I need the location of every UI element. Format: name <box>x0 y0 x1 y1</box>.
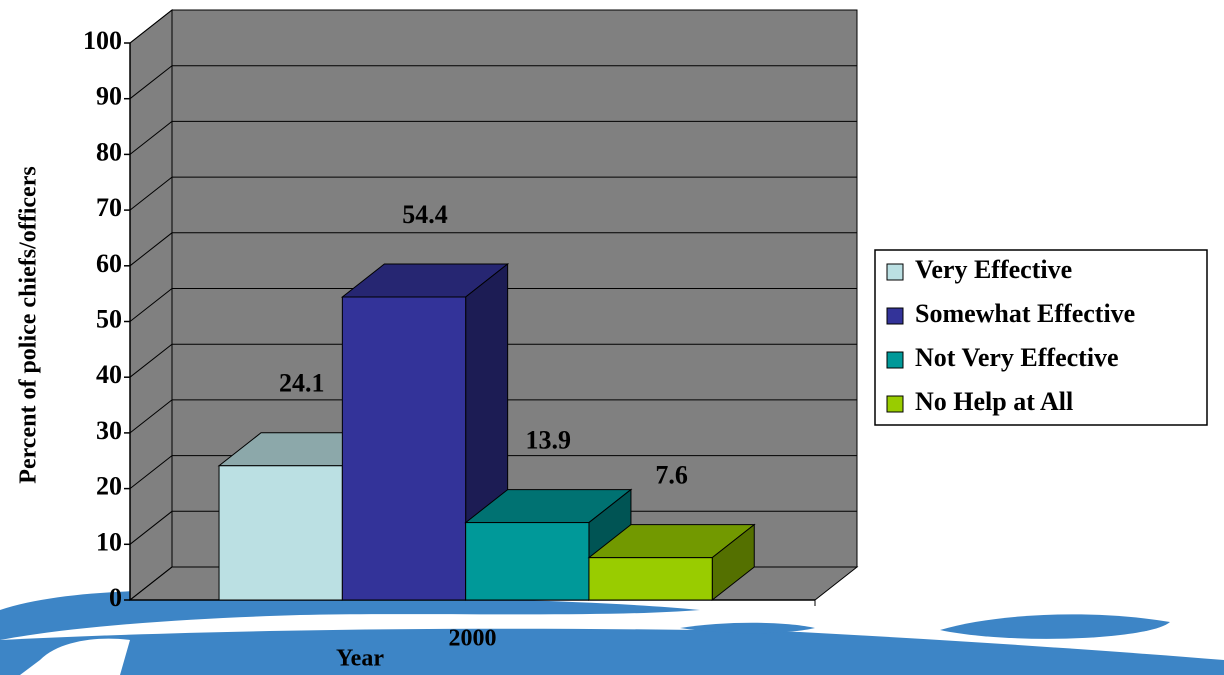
data-label: 24.1 <box>279 369 325 398</box>
y-axis-title: Percent of police chiefs/officers <box>16 166 42 483</box>
grid-line <box>129 176 857 211</box>
legend-swatch <box>886 351 904 369</box>
plot-area: 0 10 20 30 40 50 60 70 80 90 100 <box>83 8 859 612</box>
y-tick-label: 30 <box>96 416 122 445</box>
y-tick-label: 40 <box>96 360 122 389</box>
legend <box>874 249 1208 426</box>
x-tick-label: 2000 <box>449 626 497 652</box>
bar <box>340 262 510 602</box>
grid-line <box>129 399 857 434</box>
legend-label: Very Effective <box>915 255 1072 284</box>
bar-top-shade <box>588 524 755 558</box>
legend-label: Not Very Effective <box>915 343 1119 372</box>
grid-line <box>129 232 857 267</box>
bar-front <box>218 465 343 601</box>
legend-swatch <box>886 395 904 413</box>
y-tick-label: 60 <box>96 249 122 278</box>
bar-top-shade <box>465 489 631 523</box>
y-tick-label: 70 <box>96 193 122 222</box>
background-brush <box>0 590 1224 675</box>
bar <box>587 523 756 602</box>
legend-swatch <box>886 263 904 281</box>
y-tick-label: 0 <box>109 583 122 612</box>
legend-swatch <box>886 307 904 325</box>
grid-line <box>129 65 857 100</box>
y-tick-label: 50 <box>96 304 122 333</box>
y-tick-label: 10 <box>96 527 122 556</box>
grid-line <box>129 9 857 44</box>
y-tick-label: 80 <box>96 137 122 166</box>
bar-side-shade <box>712 524 755 600</box>
grid-line <box>129 120 857 155</box>
bar-front <box>341 296 467 601</box>
data-label: 54.4 <box>402 200 448 229</box>
y-tick-label: 100 <box>83 26 122 55</box>
grid-line <box>129 455 857 489</box>
y-tick-label: 20 <box>96 472 122 501</box>
data-label: 7.6 <box>655 461 688 490</box>
bar-top-shade <box>342 263 508 297</box>
bar-front <box>588 557 713 601</box>
x-axis-title: Year <box>336 646 384 672</box>
legend-label: No Help at All <box>915 387 1073 416</box>
bar-front <box>465 522 590 601</box>
grid-line <box>129 288 857 322</box>
grid-line <box>129 343 857 378</box>
data-label: 13.9 <box>526 426 572 455</box>
y-tick-label: 90 <box>96 82 122 111</box>
legend-label: Somewhat Effective <box>915 299 1135 328</box>
